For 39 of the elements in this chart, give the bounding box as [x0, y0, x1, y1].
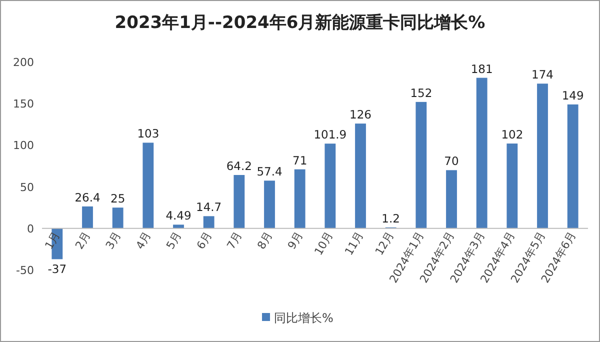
data-label: 64.2: [226, 158, 252, 173]
y-tick-label: 50: [20, 180, 34, 194]
x-tick-label: 9月: [285, 229, 306, 252]
x-tick-label: 5月: [164, 229, 184, 252]
data-label: 70: [444, 154, 459, 168]
data-label: 103: [137, 126, 160, 141]
data-label: 1.2: [382, 211, 400, 226]
legend-label: 同比增长%: [274, 311, 334, 325]
data-label: 14.7: [196, 200, 222, 214]
x-tick-label: 7月: [224, 229, 245, 252]
data-label: 152: [410, 86, 432, 100]
y-tick-label: 150: [13, 98, 34, 111]
y-tick-label: -50: [16, 264, 34, 277]
data-label: 102: [501, 128, 524, 142]
data-label: 149: [562, 88, 584, 102]
data-label: 181: [470, 62, 493, 76]
data-label: 57.4: [256, 164, 282, 179]
y-tick-label: 200: [13, 56, 34, 69]
x-tick-label: 3月: [103, 229, 124, 252]
x-tick-label: 11月: [342, 229, 366, 258]
data-label: -37: [48, 262, 67, 276]
legend: 同比增长%: [262, 311, 334, 325]
x-tick-label: 12月: [372, 229, 396, 258]
y-tick-label: 100: [13, 139, 34, 152]
data-label: 174: [532, 68, 554, 82]
data-label: 101.9: [314, 128, 347, 142]
x-tick-label: 6月: [194, 229, 214, 252]
x-tick-label: 4月: [134, 229, 154, 252]
chart-title: 2023年1月--2024年6月新能源重卡同比增长%: [114, 13, 486, 33]
x-tick-label: 2月: [72, 229, 94, 252]
data-label: 71: [292, 153, 308, 168]
data-label: 26.4: [74, 190, 100, 204]
x-tick-label: 1月: [42, 229, 63, 252]
y-tick-label: 0: [27, 222, 34, 236]
data-label: 4.49: [166, 208, 192, 223]
x-tick-label: 10月: [312, 229, 336, 258]
data-label: 25: [110, 192, 126, 206]
data-label: 126: [350, 108, 372, 122]
x-tick-label: 8月: [254, 229, 276, 252]
